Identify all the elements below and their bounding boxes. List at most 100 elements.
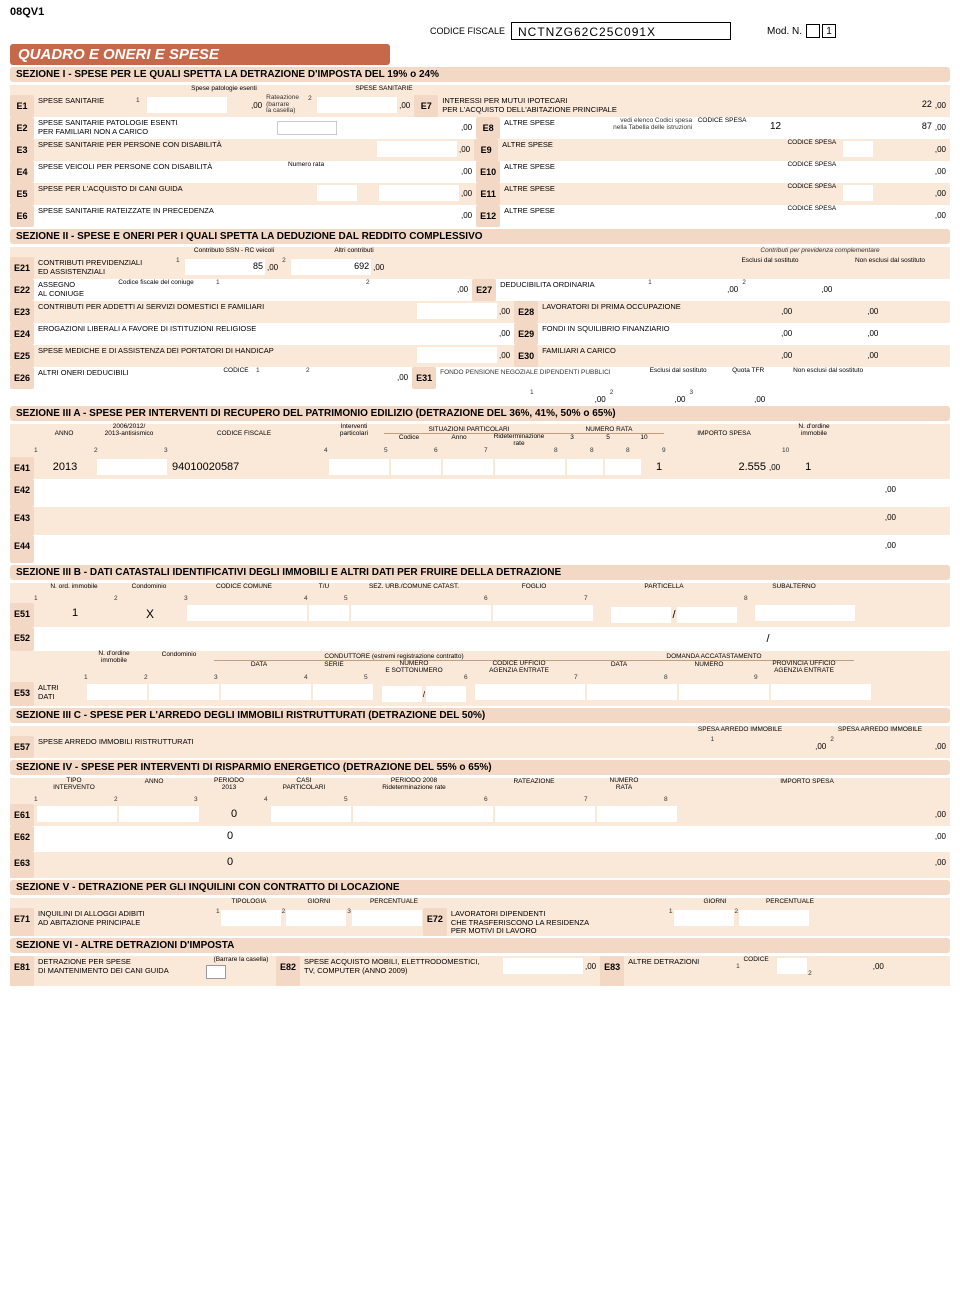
row-e53: E53 ALTRI DATI / bbox=[10, 682, 950, 706]
sec5-hdr: TIPOLOGIA GIORNI PERCENTUALE GIORNI PERC… bbox=[10, 898, 950, 908]
e25-label: SPESE MEDICHE E DI ASSISTENZA DEI PORTAT… bbox=[36, 345, 416, 367]
sec1-hdr: Spese patologie esenti SPESE SANITARIE bbox=[10, 85, 950, 95]
rid-e44: E44 bbox=[10, 535, 34, 563]
e2-label: SPESE SANITARIE PATOLOGIE ESENTI PER FAM… bbox=[36, 117, 276, 139]
mod-box-val: 1 bbox=[822, 24, 836, 38]
row-e6-e12: E6 SPESE SANITARIE RATEIZZATE IN PRECEDE… bbox=[10, 205, 950, 227]
row-e41: E41 2013 94010020587 1 2.555 ,00 1 bbox=[10, 457, 950, 479]
row-e4-e10: E4 SPESE VEICOLI PER PERSONE CON DISABIL… bbox=[10, 161, 950, 183]
rid-e31: E31 bbox=[412, 367, 436, 389]
e6-label: SPESE SANITARIE RATEIZZATE IN PRECEDENZA bbox=[36, 205, 316, 227]
e57-label: SPESE ARREDO IMMOBILI RISTRUTTURATI bbox=[36, 736, 711, 758]
cf-label: CODICE FISCALE bbox=[430, 26, 505, 36]
row-e24-e29: E24 EROGAZIONI LIBERALI A FAVORE DI ISTI… bbox=[10, 323, 950, 345]
e3-label: SPESE SANITARIE PER PERSONE CON DISABILI… bbox=[36, 139, 316, 161]
sec4-idx: 123 456 78 bbox=[10, 796, 950, 804]
rid-e6: E6 bbox=[10, 205, 34, 227]
form-code: 08QV1 bbox=[10, 6, 950, 18]
rid-e63: E63 bbox=[10, 852, 34, 878]
rid-e1: E1 bbox=[10, 95, 34, 117]
rid-e22: E22 bbox=[10, 279, 34, 301]
sec4-title: SEZIONE IV - SPESE PER INTERVENTI DI RIS… bbox=[10, 760, 950, 775]
e30-label: FAMILIARI A CARICO bbox=[540, 345, 710, 367]
row-e26-e31: E26 ALTRI ONERI DEDUCIBILI CODICE 1 2 ,0… bbox=[10, 367, 950, 389]
e41-imp: 2.555 bbox=[678, 457, 768, 479]
e9-label: ALTRE SPESE bbox=[500, 139, 600, 161]
row-e81-e83: E81 DETRAZIONE PER SPESE DI MANTENIMENTO… bbox=[10, 956, 950, 986]
e62-zero: 0 bbox=[196, 826, 266, 852]
rid-e52: E52 bbox=[10, 627, 34, 651]
e1-col1-val bbox=[228, 95, 250, 117]
e22-label: ASSEGNO AL CONIUGE bbox=[36, 279, 96, 301]
rid-e71: E71 bbox=[10, 908, 34, 936]
e5-label: SPESE PER L'ACQUISTO DI CANI GUIDA bbox=[36, 183, 316, 205]
row-e51: E51 1 X / bbox=[10, 603, 950, 627]
e81-label: DETRAZIONE PER SPESE DI MANTENIMENTO DEI… bbox=[36, 956, 206, 986]
e1-label: SPESE SANITARIE bbox=[36, 95, 136, 117]
rid-e83: E83 bbox=[600, 956, 624, 986]
sec2-hdr: Contributo SSN - RC veicoli Altri contri… bbox=[10, 247, 950, 257]
e21-v2: 692 bbox=[291, 259, 371, 275]
row-e21: E21 CONTRIBUTI PREVIDENZIALI ED ASSISTEN… bbox=[10, 257, 950, 279]
e31-label: FONDO PENSIONE NEGOZIALE DIPENDENTI PUBB… bbox=[438, 367, 638, 389]
rid-e53: E53 bbox=[10, 682, 34, 706]
row-e26-vals: 1,00 2,00 3,00 bbox=[10, 389, 950, 404]
sec3b-title: SEZIONE III B - DATI CATASTALI IDENTIFIC… bbox=[10, 565, 950, 580]
e82-label: SPESE ACQUISTO MOBILI, ELETTRODOMESTICI,… bbox=[302, 956, 502, 986]
e8-note: vedi elenco Codici spesa nella Tabella d… bbox=[572, 117, 692, 139]
e51-n: 1 bbox=[36, 603, 116, 627]
rid-e3: E3 bbox=[10, 139, 34, 161]
row-e1-e7: E1 SPESE SANITARIE 1 ,00 Rateazione (bar… bbox=[10, 95, 950, 117]
rid-e11: E11 bbox=[476, 183, 500, 205]
row-e44: E44 ,00 bbox=[10, 535, 950, 563]
e28-label: LAVORATORI DI PRIMA OCCUPAZIONE bbox=[540, 301, 710, 323]
rid-e21: E21 bbox=[10, 257, 34, 279]
row-e5-e11: E5 SPESE PER L'ACQUISTO DI CANI GUIDA ,0… bbox=[10, 183, 950, 205]
sec3a-title: SEZIONE III A - SPESE PER INTERVENTI DI … bbox=[10, 406, 950, 421]
rid-e24: E24 bbox=[10, 323, 34, 345]
sec3a-hdr: ANNO 2006/2012/ 2013-antisismico CODICE … bbox=[10, 424, 950, 447]
sec3c-hdr: SPESA ARREDO IMMOBILE SPESA ARREDO IMMOB… bbox=[10, 726, 950, 736]
rid-e41: E41 bbox=[10, 457, 34, 479]
rid-e4: E4 bbox=[10, 161, 34, 183]
rid-e28: E28 bbox=[514, 301, 538, 323]
row-e62: E62 0 ,00 bbox=[10, 826, 950, 852]
rid-e57: E57 bbox=[10, 736, 34, 758]
mod-label: Mod. N. bbox=[767, 26, 802, 37]
row-e63: E63 0 ,00 bbox=[10, 852, 950, 878]
sec4-hdr: TIPO INTERVENTO ANNO PERIODO 2013 CASI P… bbox=[10, 778, 950, 796]
e71-label: INQUILINI DI ALLOGGI ADIBITI AD ABITAZIO… bbox=[36, 908, 216, 936]
rid-e9: E9 bbox=[474, 139, 498, 161]
rid-e27: E27 bbox=[472, 279, 496, 301]
row-e61: E61 0 ,00 bbox=[10, 804, 950, 826]
e41-cf: 94010020587 bbox=[168, 457, 328, 479]
sec3b-e53-idx: 12 3456 789 bbox=[10, 674, 950, 682]
e29-label: FONDI IN SQUILIBRIO FINANZIARIO bbox=[540, 323, 710, 345]
rid-e29: E29 bbox=[514, 323, 538, 345]
rid-e72: E72 bbox=[423, 908, 447, 936]
e23-label: CONTRIBUTI PER ADDETTI AI SERVIZI DOMEST… bbox=[36, 301, 416, 323]
rid-e12: E12 bbox=[476, 205, 500, 227]
row-e52: E52 / bbox=[10, 627, 950, 651]
rid-e30: E30 bbox=[514, 345, 538, 367]
rid-e51: E51 bbox=[10, 603, 34, 627]
e10-label: ALTRE SPESE bbox=[502, 161, 602, 183]
row-e3-e9: E3 SPESE SANITARIE PER PERSONE CON DISAB… bbox=[10, 139, 950, 161]
rid-e7: E7 bbox=[414, 95, 438, 117]
sec1-title: SEZIONE I - SPESE PER LE QUALI SPETTA LA… bbox=[10, 67, 950, 82]
numero-rata-lbl: Numero rata bbox=[276, 161, 336, 183]
e7-val: 22 bbox=[874, 95, 934, 117]
sec5-title: SEZIONE V - DETRAZIONE PER GLI INQUILINI… bbox=[10, 880, 950, 895]
rid-e62: E62 bbox=[10, 826, 34, 852]
row-e2-e8: E2 SPESE SANITARIE PATOLOGIE ESENTI PER … bbox=[10, 117, 950, 139]
e61-zero: 0 bbox=[200, 804, 270, 826]
rid-e10: E10 bbox=[476, 161, 500, 183]
rid-e61: E61 bbox=[10, 804, 34, 826]
sec2-title: SEZIONE II - SPESE E ONERI PER I QUALI S… bbox=[10, 229, 950, 244]
sec3a-idx: 1 2 3 4 5 6 7 8 8 8 9 10 bbox=[10, 447, 950, 457]
row-e71-e72: E71 INQUILINI DI ALLOGGI ADIBITI AD ABIT… bbox=[10, 908, 950, 936]
rid-e82: E82 bbox=[276, 956, 300, 986]
e24-label: EROGAZIONI LIBERALI A FAVORE DI ISTITUZI… bbox=[36, 323, 416, 345]
e21-label: CONTRIBUTI PREVIDENZIALI ED ASSISTENZIAL… bbox=[36, 257, 176, 279]
mod-box-blank bbox=[806, 24, 820, 38]
